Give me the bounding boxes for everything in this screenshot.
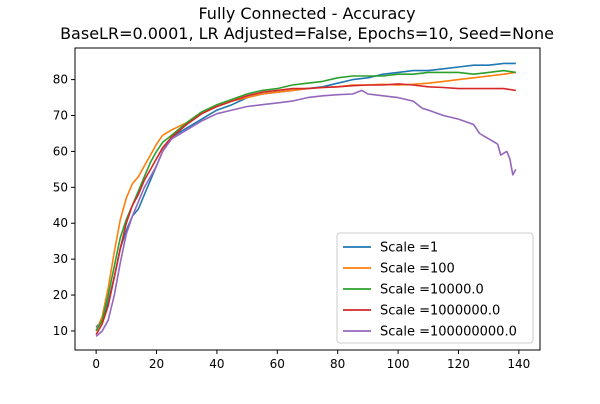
plot-frame	[74, 47, 541, 351]
legend-label-1: Scale =100	[380, 262, 455, 277]
x-tick-label-3: 60	[270, 357, 285, 371]
y-tick-label-2: 30	[53, 252, 68, 266]
y-tick-label-7: 80	[53, 73, 68, 87]
x-axis-ticks: 0 20 40 60 80 100 120 140	[92, 350, 530, 371]
series-line-4	[95, 89, 517, 337]
y-tick-label-0: 10	[53, 324, 68, 338]
legend-label-4: Scale =100000000.0	[380, 325, 517, 340]
x-tick-label-5: 100	[387, 357, 410, 371]
legend-label-3: Scale =1000000.0	[380, 304, 500, 319]
chart-subtitle: BaseLR=0.0001, LR Adjusted=False, Epochs…	[60, 24, 554, 43]
series-line-1	[95, 71, 516, 332]
x-tick-label-2: 40	[209, 357, 224, 371]
y-tick-label-6: 70	[53, 109, 68, 123]
x-tick-label-1: 20	[149, 357, 164, 371]
y-tick-label-3: 40	[53, 216, 68, 230]
x-tick-label-6: 120	[447, 357, 470, 371]
series-layer	[95, 62, 517, 337]
chart-title: Fully Connected - Accuracy	[198, 4, 415, 23]
y-tick-label-5: 60	[53, 144, 68, 158]
series-line-3	[95, 83, 516, 335]
x-tick-label-4: 80	[330, 357, 345, 371]
y-tick-label-4: 50	[53, 180, 68, 194]
x-tick-label-7: 140	[507, 357, 530, 371]
y-tick-label-1: 20	[53, 288, 68, 302]
x-tick-label-0: 0	[92, 357, 100, 371]
y-axis-ticks: 10 20 30 40 50 60 70 80	[53, 73, 75, 338]
legend-label-0: Scale =1	[380, 241, 438, 256]
legend: Scale =1 Scale =100 Scale =10000.0 Scale =1…	[336, 232, 534, 344]
legend-label-2: Scale =10000.0	[380, 283, 484, 298]
legend-box	[336, 232, 534, 344]
